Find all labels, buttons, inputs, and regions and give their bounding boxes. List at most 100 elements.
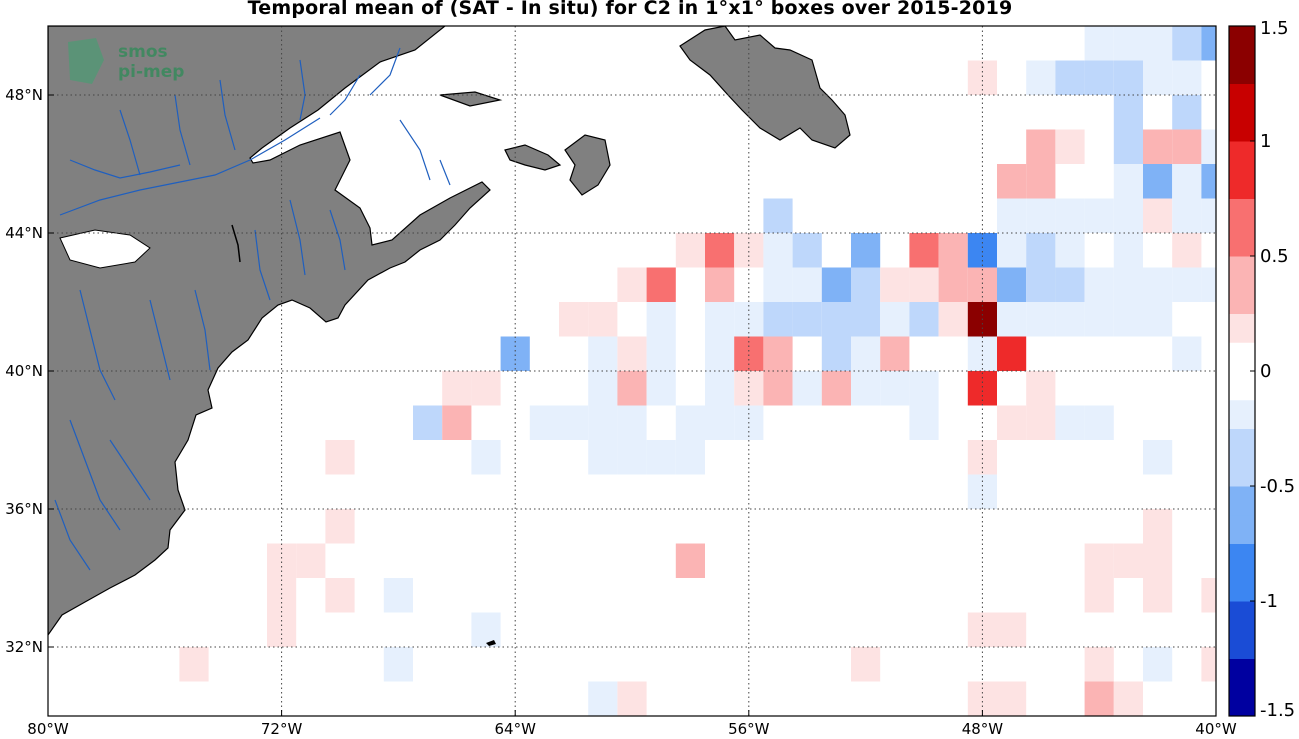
- colorbar-bin: [1229, 457, 1255, 487]
- heatmap-cell: [997, 233, 1027, 268]
- colorbar-bin: [1229, 169, 1255, 199]
- colorbar-bin: [1229, 284, 1255, 314]
- logo-shape: [68, 38, 104, 84]
- heatmap-cell: [763, 267, 793, 302]
- heatmap-cell: [588, 681, 618, 716]
- heatmap-cell: [821, 267, 851, 302]
- heatmap-cell: [325, 578, 355, 613]
- heatmap-cell: [997, 267, 1027, 302]
- colorbar-tick-label: -1: [1260, 591, 1278, 612]
- x-tick-label: 40°W: [1195, 720, 1237, 738]
- heatmap-cell: [1055, 233, 1085, 268]
- heatmap-cell: [1026, 233, 1056, 268]
- heatmap-cell: [1084, 647, 1114, 682]
- heatmap-cell: [1201, 647, 1216, 682]
- heatmap-cell: [851, 371, 881, 406]
- heatmap-cell: [1026, 371, 1056, 406]
- heatmap-cell: [1143, 164, 1173, 199]
- heatmap-cell: [1026, 302, 1056, 337]
- heatmap-cell: [938, 233, 968, 268]
- x-axis-ticks: 80°W 72°W 64°W 56°W 48°W 40°W: [27, 710, 1237, 738]
- heatmap-cell: [763, 371, 793, 406]
- colorbar-bin: [1229, 658, 1255, 688]
- heatmap-cell: [617, 267, 647, 302]
- heatmap-cell: [1172, 26, 1202, 61]
- heatmap-cell: [1143, 302, 1173, 337]
- colorbar-tick-label: -1.5: [1260, 700, 1295, 721]
- colorbar-tick-label: 0: [1260, 361, 1271, 382]
- heatmap-cell: [617, 371, 647, 406]
- heatmap-cell: [383, 578, 413, 613]
- colorbar-bin: [1229, 486, 1255, 516]
- heatmap-cell: [1172, 233, 1202, 268]
- heatmap-cell: [909, 267, 939, 302]
- colorbar-tick-label: -0.5: [1260, 476, 1295, 497]
- heatmap-cell: [792, 267, 822, 302]
- heatmap-cell: [1143, 647, 1173, 682]
- graticule: [48, 26, 1216, 716]
- heatmap-cell: [997, 681, 1027, 716]
- heatmap-cell: [442, 405, 472, 440]
- colorbar-bin: [1229, 629, 1255, 659]
- heatmap-cell: [1143, 578, 1173, 613]
- newfoundland: [679, 26, 851, 149]
- heatmap-cell: [1055, 129, 1085, 164]
- cape-breton: [564, 134, 611, 196]
- heatmap-cell: [675, 233, 705, 268]
- heatmap-cell: [1084, 405, 1114, 440]
- heatmap-cell: [1172, 129, 1202, 164]
- heatmap-cell: [1055, 405, 1085, 440]
- lake-champlain: [231, 224, 241, 263]
- heatmap-cell: [705, 371, 735, 406]
- heatmap-cell: [442, 371, 472, 406]
- heatmap-cell: [179, 647, 209, 682]
- heatmap-cell: [997, 612, 1027, 647]
- heatmap-cell: [1113, 95, 1143, 130]
- heatmap-cell: [763, 233, 793, 268]
- heatmap-cell: [1143, 267, 1173, 302]
- heatmap-cell: [1143, 198, 1173, 233]
- heatmap-cell: [325, 440, 355, 475]
- heatmap-cell: [1113, 198, 1143, 233]
- heatmap-cell: [1172, 336, 1202, 371]
- heatmap-cell: [588, 336, 618, 371]
- colorbar-tick-label: 1.5: [1260, 18, 1289, 39]
- heatmap-cell: [909, 302, 939, 337]
- heatmap-cell: [1143, 440, 1173, 475]
- heatmap-cell: [792, 302, 822, 337]
- heatmap-cell: [675, 405, 705, 440]
- colorbar-bin: [1229, 198, 1255, 228]
- heatmap-cell: [617, 405, 647, 440]
- heatmap-cell: [617, 440, 647, 475]
- heatmap-cell: [880, 371, 910, 406]
- heatmap-cell: [1084, 681, 1114, 716]
- heatmap-cell: [909, 405, 939, 440]
- heatmap-cell: [1084, 198, 1114, 233]
- heatmap-cell: [559, 302, 589, 337]
- heatmap-cell: [851, 302, 881, 337]
- x-tick-label: 56°W: [728, 720, 770, 738]
- colorbar-bin: [1229, 227, 1255, 257]
- heatmap-cell: [1026, 60, 1056, 95]
- heatmap-cell: [705, 233, 735, 268]
- heatmap-cell: [1113, 681, 1143, 716]
- colorbar-bin: [1229, 543, 1255, 573]
- heatmap-cell: [1113, 164, 1143, 199]
- heatmap-cell: [1172, 198, 1202, 233]
- heatmap-cell: [1201, 26, 1216, 61]
- colorbar-bin: [1229, 342, 1255, 372]
- colorbar-bin: [1229, 141, 1255, 171]
- heatmap-cell: [1172, 95, 1202, 130]
- heatmap-cell: [588, 440, 618, 475]
- heatmap-cell: [1084, 267, 1114, 302]
- heatmap-cell: [938, 267, 968, 302]
- land-layer: [48, 26, 851, 646]
- heatmap-cell: [1143, 543, 1173, 578]
- heatmap-cell: [1113, 60, 1143, 95]
- heatmap-cell: [1084, 26, 1114, 61]
- heatmap-cell: [1201, 129, 1216, 164]
- heatmap-cell: [821, 336, 851, 371]
- heatmap-cell: [997, 164, 1027, 199]
- heatmap-cell: [1026, 129, 1056, 164]
